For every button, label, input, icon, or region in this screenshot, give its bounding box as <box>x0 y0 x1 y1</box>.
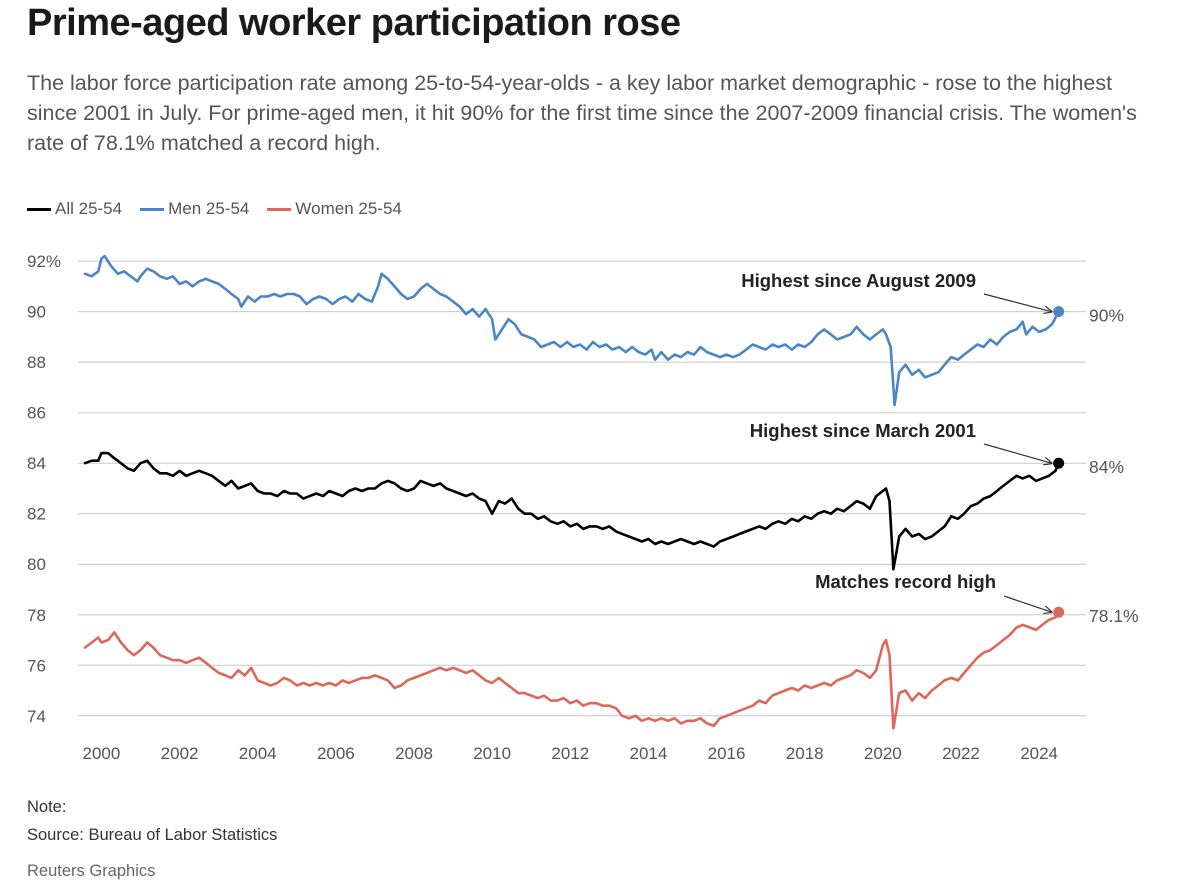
x-tick-label: 2002 <box>161 744 199 763</box>
x-tick-label: 2000 <box>83 744 121 763</box>
end-value-label: 84% <box>1089 457 1124 477</box>
annotation-label: Matches record high <box>815 571 996 592</box>
y-tick-label: 92% <box>27 252 61 271</box>
y-tick-label: 78 <box>27 606 46 625</box>
annotations: 90% 84% 78.1% Highest since August 2009 High… <box>741 270 1138 626</box>
annotation-label: Highest since March 2001 <box>750 420 976 441</box>
end-value-label: 90% <box>1089 306 1124 326</box>
legend-swatch-all <box>27 207 51 211</box>
y-tick-label: 82 <box>27 505 46 524</box>
x-tick-label: 2004 <box>239 744 277 763</box>
annotation-arrow <box>1003 595 1052 612</box>
x-tick-label: 2014 <box>630 744 668 763</box>
legend-swatch-men <box>140 207 165 211</box>
x-tick-label: 2008 <box>395 744 433 763</box>
x-tick-label: 2020 <box>864 744 902 763</box>
grid-lines <box>78 260 1086 717</box>
end-value-label: 78.1% <box>1089 606 1139 626</box>
series-end-point-women <box>1053 606 1065 618</box>
y-tick-label: 86 <box>27 404 46 423</box>
y-tick-label: 76 <box>27 656 46 675</box>
y-tick-label: 88 <box>27 353 46 372</box>
x-tick-label: 2018 <box>786 744 824 763</box>
y-tick-label: 90 <box>27 303 46 322</box>
x-tick-label: 2024 <box>1020 744 1058 763</box>
annotation-arrow <box>983 443 1052 463</box>
x-tick-label: 2006 <box>317 744 355 763</box>
chart-subtitle: The labor force participation rate among… <box>27 71 1137 155</box>
footer-brand: Reuters Graphics <box>27 862 156 880</box>
legend-label-all: All 25-54 <box>55 199 123 218</box>
x-tick-label: 2010 <box>473 744 511 763</box>
legend-item-all: All 25-54 <box>27 199 122 219</box>
legend-item-men: Men 25-54 <box>140 199 249 219</box>
footer-source: Source: Bureau of Labor Statistics <box>27 826 278 844</box>
axis-labels: 74 76 78 80 82 84 86 88 90 92% 2000 2002 2004 2006 200… <box>27 252 1058 763</box>
annotation-arrow <box>983 293 1052 312</box>
series-end-point-men <box>1053 306 1065 318</box>
y-tick-label: 80 <box>27 555 46 574</box>
series-line-all <box>83 451 1060 571</box>
legend-item-women: Women 25-54 <box>267 199 402 219</box>
x-tick-label: 2012 <box>551 744 589 763</box>
y-tick-label: 74 <box>27 707 46 726</box>
series-end-point-all <box>1053 457 1065 469</box>
series-line-women <box>83 610 1060 730</box>
x-tick-label: 2016 <box>708 744 746 763</box>
series-lines <box>83 254 1065 730</box>
legend: All 25-54 Men 25-54 Women 25-54 <box>27 199 402 219</box>
annotation-label: Highest since August 2009 <box>741 270 976 291</box>
legend-label-women: Women 25-54 <box>295 199 402 218</box>
legend-swatch-women <box>267 207 292 211</box>
y-tick-label: 84 <box>27 454 46 473</box>
series-line-men <box>83 254 1060 407</box>
chart-title: Prime-aged worker participation rose <box>27 2 681 44</box>
legend-label-men: Men 25-54 <box>168 199 250 218</box>
footer-note: Note: <box>27 798 67 816</box>
x-tick-label: 2022 <box>942 744 980 763</box>
